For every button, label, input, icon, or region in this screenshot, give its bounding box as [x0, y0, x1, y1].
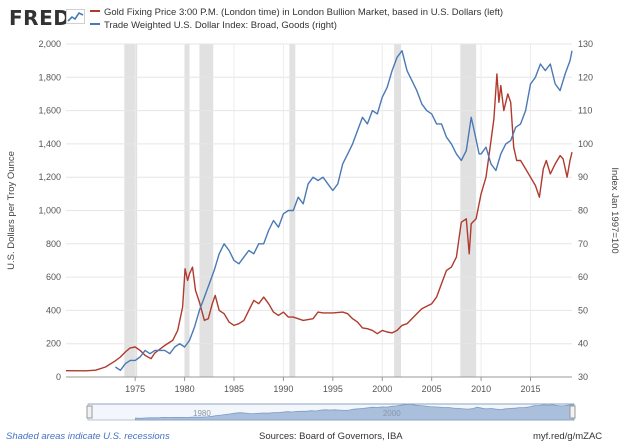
navigator-series-area: [135, 403, 575, 421]
y-left-tick-label: 1,800: [38, 72, 61, 82]
x-tick-label: 1985: [224, 384, 244, 394]
y-right-tick-label: 110: [578, 106, 592, 116]
range-navigator[interactable]: 1980 2000: [86, 403, 576, 421]
y-right-tick-label: 50: [578, 305, 588, 315]
axes: 1975 1980 1985 1990 1995 2000 2005 2010 2015 0 200…: [6, 39, 620, 394]
y-right-tick-label: 130: [578, 39, 593, 49]
y-left-tick-label: 400: [46, 305, 61, 315]
x-tick-label: 2000: [372, 384, 392, 394]
x-tick-label: 1995: [323, 384, 343, 394]
y-right-axis-title: Index Jan 1997=100: [609, 167, 620, 253]
chart-footer: Shaded areas indicate U.S. recessions So…: [0, 431, 640, 447]
y-left-tick-label: 1,000: [38, 206, 61, 216]
series-line-gold: [65, 73, 573, 372]
y-right-tick-label: 100: [578, 139, 593, 149]
fred-logo[interactable]: FRED: [9, 6, 71, 30]
y-left-tick-label: 200: [46, 339, 61, 349]
sources-text: Sources: Board of Governors, IBA: [259, 431, 403, 442]
y-left-tick-label: 800: [46, 239, 61, 249]
y-left-tick-label: 0: [56, 372, 61, 382]
legend-item-dollar-index[interactable]: Trade Weighted U.S. Dollar Index: Broad,…: [90, 20, 337, 31]
legend-label-gold: Gold Fixing Price 3:00 P.M. (London time…: [104, 7, 504, 18]
y-left-tick-label: 1,400: [38, 139, 61, 149]
y-right-tick-label: 40: [578, 339, 588, 349]
y-right-tick-label: 30: [578, 372, 588, 382]
legend-swatch-dollar-index: [90, 23, 100, 26]
legend-swatch-gold: [90, 10, 100, 13]
legend-label-dollar-index: Trade Weighted U.S. Dollar Index: Broad,…: [104, 20, 337, 31]
y-left-axis-title: U.S. Dollars per Troy Ounce: [6, 151, 17, 270]
y-left-tick-label: 2,000: [38, 39, 61, 49]
x-tick-label: 2005: [422, 384, 442, 394]
short-url-link[interactable]: myf.red/g/mZAC: [533, 431, 603, 442]
series-lines: [65, 50, 573, 372]
x-tick-label: 2015: [520, 384, 540, 394]
y-right-tick-label: 80: [578, 206, 588, 216]
line-chart: 1975 1980 1985 1990 1995 2000 2005 2010 2015 0 200…: [6, 39, 620, 421]
series-line-dollar-index: [115, 50, 573, 371]
y-right-tick-label: 90: [578, 172, 588, 182]
x-tick-label: 1990: [273, 384, 293, 394]
legend-item-gold[interactable]: Gold Fixing Price 3:00 P.M. (London time…: [90, 7, 503, 18]
navigator-left-handle[interactable]: [86, 405, 93, 419]
x-tick-label: 2010: [471, 384, 491, 394]
x-tick-label: 1980: [175, 384, 195, 394]
y-left-tick-label: 600: [46, 272, 61, 282]
y-right-tick-label: 70: [578, 239, 588, 249]
y-left-tick-label: 1,200: [38, 172, 61, 182]
y-left-tick-label: 1,600: [38, 106, 61, 116]
y-right-tick-label: 60: [578, 272, 588, 282]
navigator-tick-label: 2000: [383, 409, 401, 418]
recession-note: Shaded areas indicate U.S. recessions: [6, 431, 170, 442]
x-tick-label: 1975: [125, 384, 145, 394]
navigator-right-handle[interactable]: [569, 405, 576, 419]
chart-header: FRED Gold Fixing Price 3:00 P.M. (London…: [0, 0, 640, 40]
fred-chart-icon: [66, 9, 85, 24]
y-right-tick-label: 120: [578, 72, 593, 82]
navigator-tick-label: 1980: [193, 409, 211, 418]
